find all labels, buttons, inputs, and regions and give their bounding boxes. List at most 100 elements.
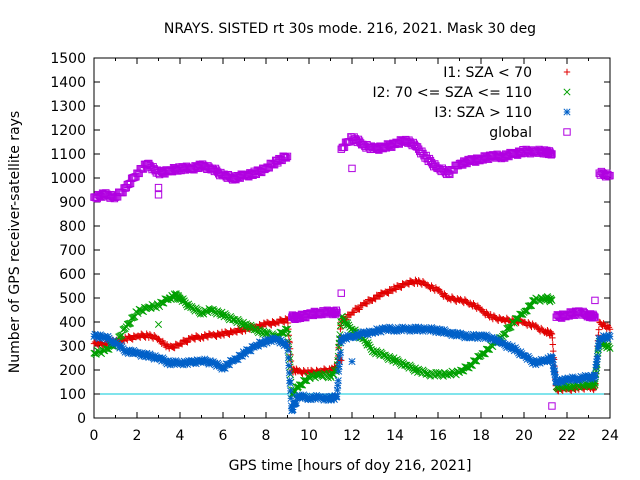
data-point [375, 292, 383, 300]
y-tick-label: 100 [59, 387, 86, 403]
data-point [301, 376, 309, 385]
outlier-point [338, 357, 345, 364]
data-point [338, 337, 346, 345]
data-point [494, 339, 502, 347]
x-tick-label: 16 [429, 428, 447, 444]
data-point [364, 339, 372, 347]
data-point [286, 379, 294, 387]
x-axis-label: GPS time [hours of doy 216, 2021] [229, 458, 472, 474]
data-point [551, 374, 559, 382]
data-point [311, 374, 320, 382]
data-point [522, 307, 530, 315]
data-point [281, 153, 290, 162]
legend-label: global [489, 125, 532, 141]
legend-marker [563, 68, 571, 76]
data-point [589, 311, 598, 320]
legend-marker [563, 108, 571, 116]
data-point [180, 297, 188, 305]
data-point [350, 309, 358, 316]
data-point [371, 295, 378, 302]
data-point [550, 367, 559, 375]
data-point [118, 331, 126, 339]
outlier-point [154, 320, 163, 328]
data-point [200, 310, 208, 318]
data-point [285, 369, 293, 377]
data-point [284, 319, 292, 327]
x-tick-label: 6 [219, 428, 228, 444]
x-tick-label: 18 [472, 428, 490, 444]
data-point [363, 300, 371, 308]
data-point [267, 338, 275, 346]
data-point [463, 363, 471, 371]
data-point [287, 394, 295, 402]
data-point [549, 334, 556, 342]
data-point [192, 360, 200, 368]
data-point [196, 358, 204, 366]
data-point [551, 370, 559, 378]
data-point [364, 331, 372, 339]
data-point [398, 284, 405, 291]
data-point [434, 326, 442, 334]
data-point [171, 344, 178, 352]
data-point [606, 326, 614, 333]
data-point [532, 361, 540, 369]
legend: I1: SZA < 70 I2: 70 <= SZA <= 110 I3: SZA … [372, 65, 571, 141]
data-point [263, 339, 271, 347]
series-3 [90, 323, 614, 415]
data-point [530, 356, 538, 365]
y-tick-label: 1300 [50, 99, 86, 115]
data-point [593, 352, 602, 360]
legend-label: I1: SZA < 70 [443, 65, 532, 81]
outlier-point [154, 183, 163, 192]
data-point [286, 387, 295, 395]
data-point [392, 286, 400, 293]
x-tick-label: 12 [343, 428, 361, 444]
data-point [163, 360, 171, 368]
data-point [510, 347, 518, 355]
data-point [547, 151, 556, 159]
data-point [333, 308, 341, 317]
data-point [554, 379, 562, 387]
data-point [179, 295, 187, 303]
data-point [507, 345, 515, 353]
data-point [549, 361, 557, 369]
data-point [376, 293, 384, 300]
y-tick-label: 1100 [50, 147, 86, 163]
y-tick-label: 700 [59, 243, 86, 259]
data-point [289, 405, 297, 414]
data-point [355, 332, 364, 340]
x-tick-label: 2 [133, 428, 142, 444]
data-point [423, 370, 431, 378]
data-point [536, 297, 544, 305]
chart-title: NRAYS. SISTED rt 30s mode. 216, 2021. Ma… [164, 21, 536, 37]
data-point [516, 351, 524, 359]
data-point [548, 330, 555, 337]
data-point [548, 296, 556, 304]
data-point [335, 362, 343, 371]
data-point [606, 332, 614, 340]
x-tick-label: 10 [300, 428, 318, 444]
data-point [372, 329, 380, 337]
data-point [183, 338, 190, 345]
data-point [287, 402, 295, 410]
data-point [334, 377, 342, 385]
data-point [549, 358, 557, 366]
data-point [390, 327, 398, 335]
data-point [282, 154, 291, 162]
outlier-point [337, 289, 345, 297]
data-point [397, 283, 404, 291]
data-point [335, 367, 343, 375]
legend-marker [563, 88, 571, 96]
data-point [580, 375, 588, 383]
data-point [280, 341, 288, 349]
data-point [247, 347, 255, 355]
data-point [526, 302, 535, 310]
data-point [292, 399, 300, 407]
data-point [548, 354, 556, 362]
data-point [284, 346, 292, 354]
data-point [529, 359, 537, 368]
data-point [164, 357, 172, 365]
y-tick-label: 1000 [50, 171, 86, 187]
